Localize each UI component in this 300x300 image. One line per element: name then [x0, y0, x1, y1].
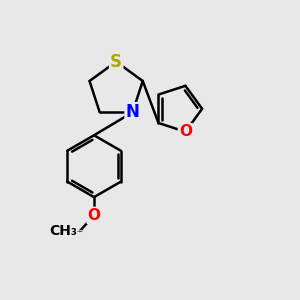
- Text: S: S: [110, 53, 122, 71]
- Text: O: O: [179, 124, 192, 139]
- Text: N: N: [126, 103, 140, 121]
- Text: methoxy: methoxy: [76, 230, 83, 232]
- Text: CH₃: CH₃: [49, 224, 77, 238]
- Text: O: O: [88, 208, 100, 223]
